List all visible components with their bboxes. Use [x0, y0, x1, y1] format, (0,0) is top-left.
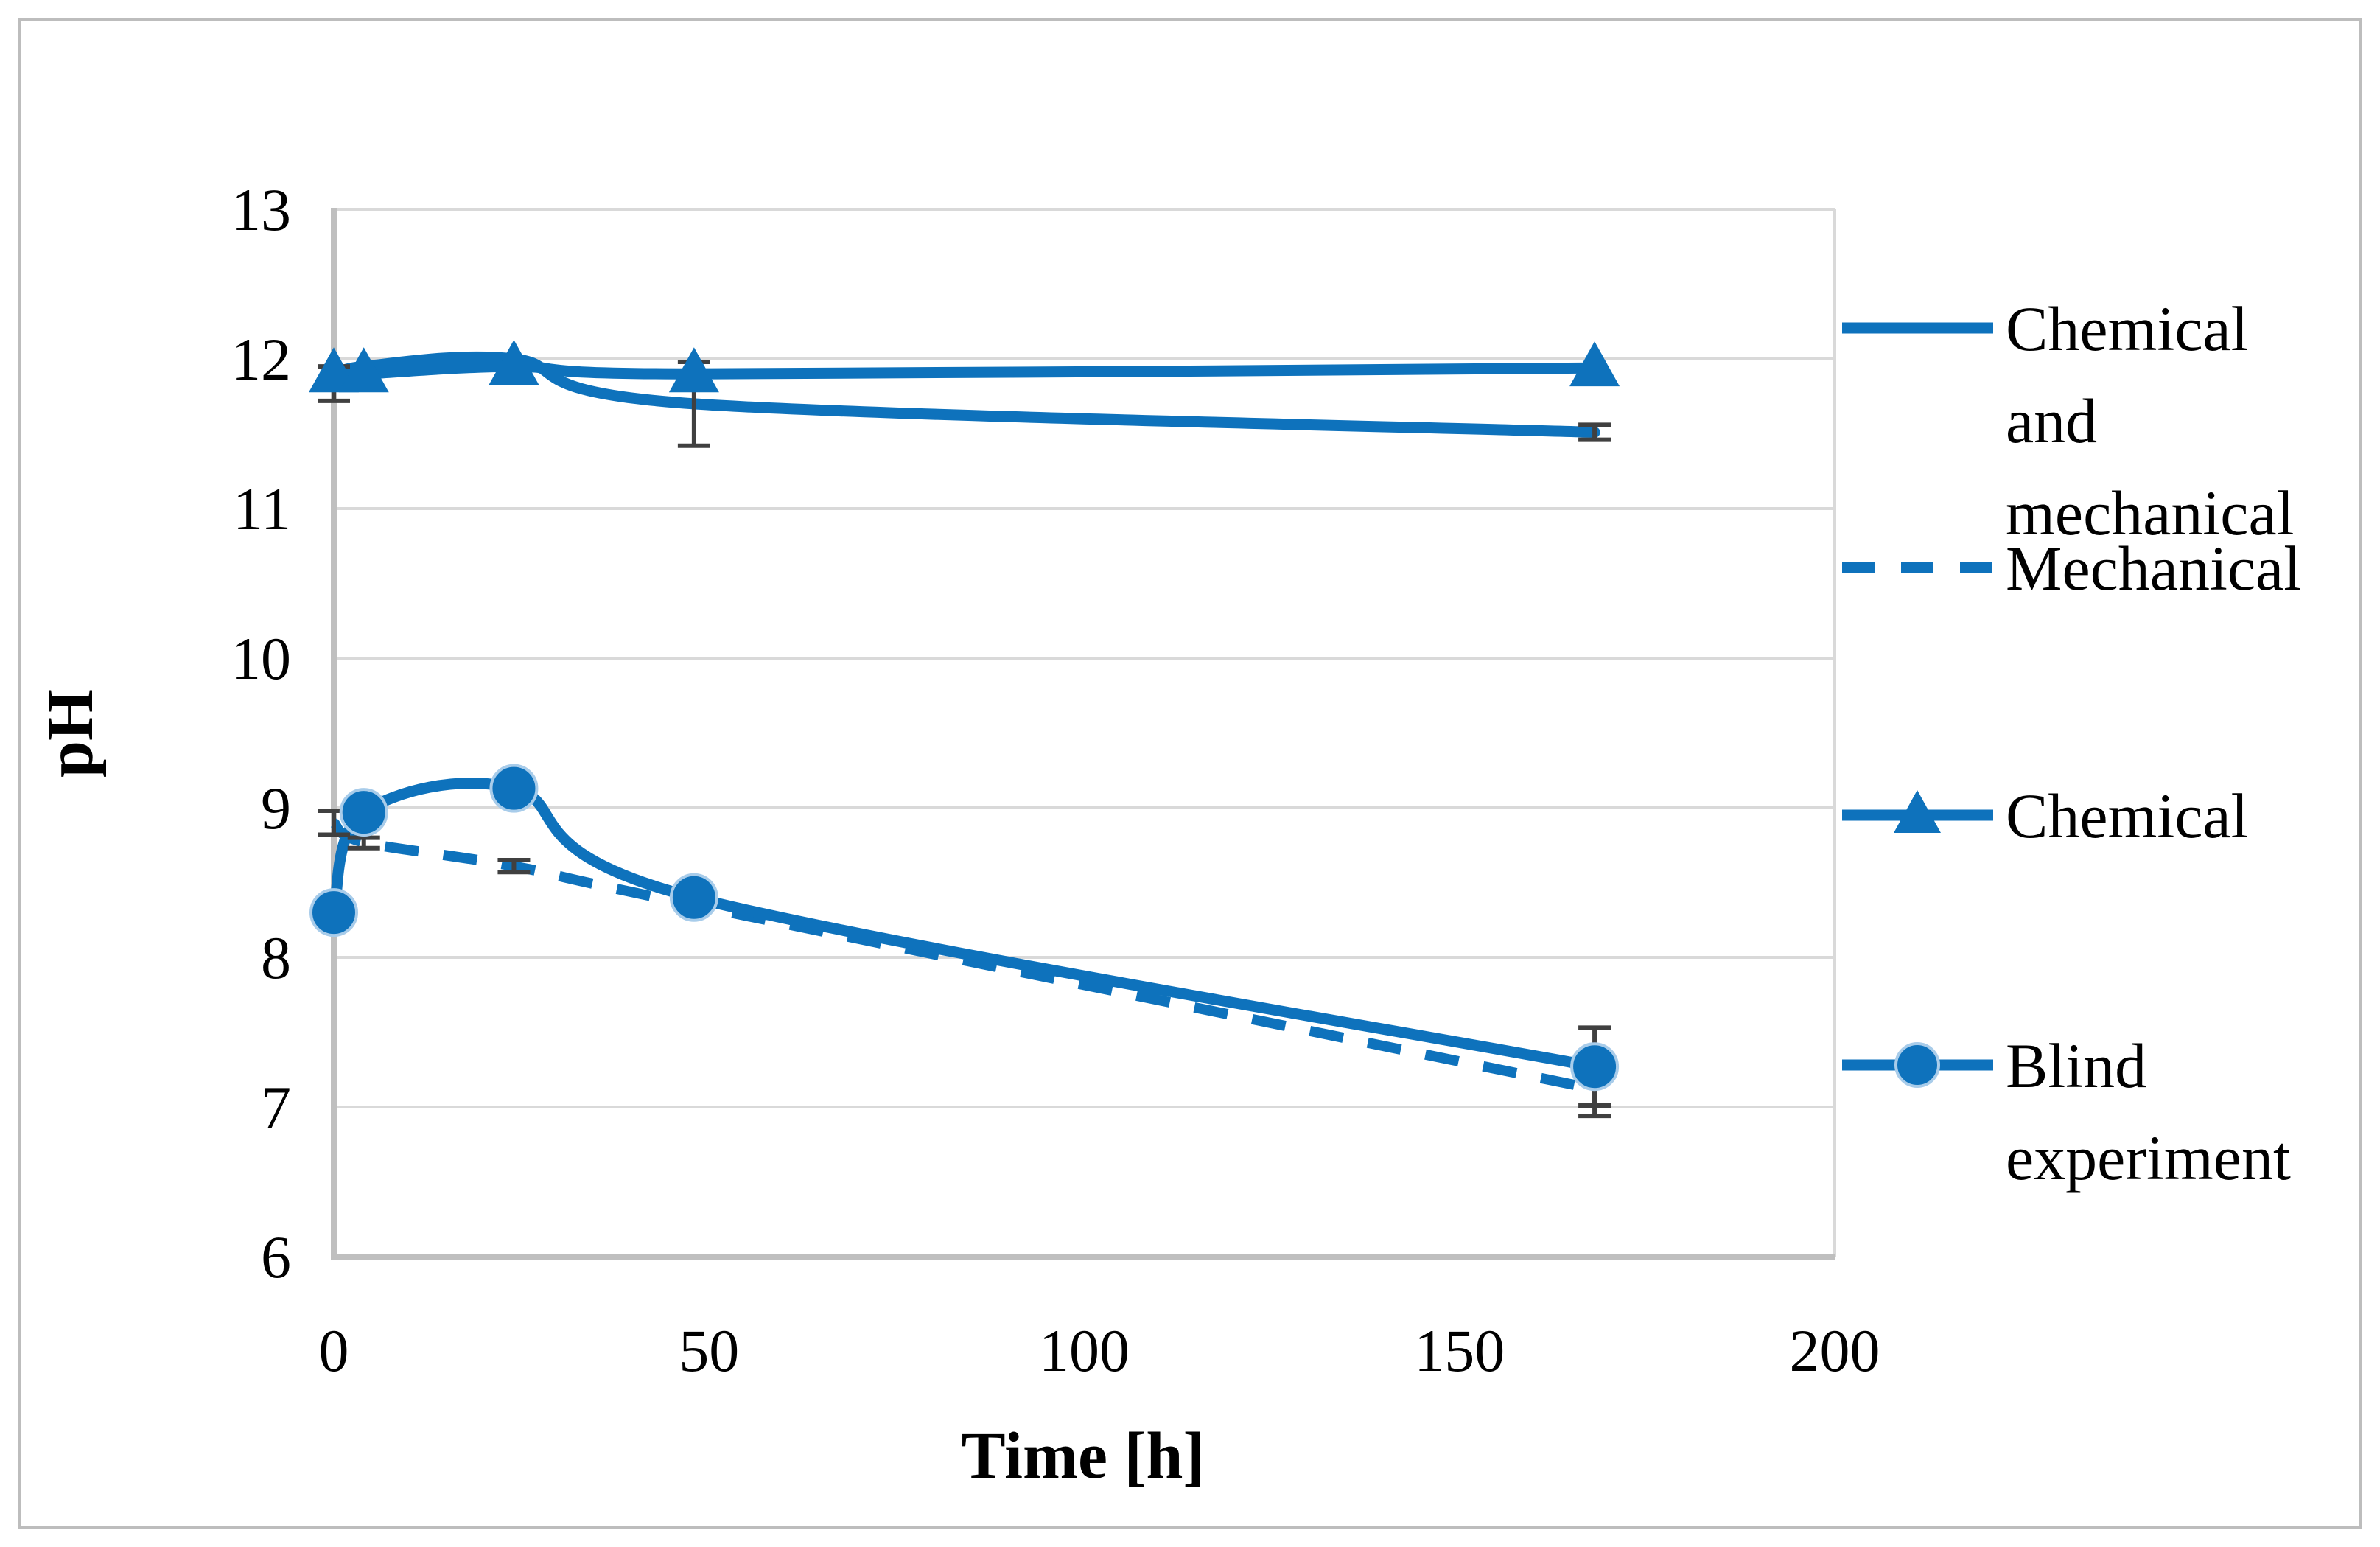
- series-line-chemical: [328, 360, 1600, 380]
- legend-label: Blind: [2006, 1030, 2146, 1101]
- triangle-marker: [338, 347, 389, 393]
- error-bar-chemical-and-mechanical-x168: [1578, 422, 1611, 442]
- legend-label: Chemical: [2006, 781, 2249, 851]
- legend-entry-mechanical: Mechanical: [1842, 533, 2301, 604]
- legend-triangle-marker: [1894, 790, 1941, 833]
- series-markers: [309, 340, 1620, 1092]
- y-axis-title: pH: [34, 689, 107, 778]
- series-line-mechanical: [330, 818, 1596, 1094]
- gridlines: [334, 208, 1836, 1258]
- y-tick-label: 12: [231, 326, 291, 393]
- y-tick-label: 7: [261, 1074, 291, 1141]
- x-tick-label: 200: [1790, 1317, 1880, 1384]
- y-tick-label: 10: [231, 625, 291, 692]
- legend-label: mechanical: [2006, 478, 2295, 548]
- circle-marker: [1570, 1042, 1620, 1092]
- figure-border: [18, 18, 2362, 1529]
- triangle-marker: [668, 347, 719, 393]
- error-bar-mechanical-x24: [497, 858, 531, 875]
- x-tick-label: 0: [319, 1317, 349, 1384]
- y-tick-label: 8: [261, 924, 291, 991]
- x-tick-label: 50: [679, 1317, 739, 1384]
- triangle-marker: [489, 340, 539, 385]
- circle-marker: [489, 764, 539, 813]
- circle-marker: [339, 788, 388, 837]
- legend-label: Chemical: [2006, 293, 2249, 364]
- legend-entry-chemical: Chemical: [1842, 781, 2249, 851]
- y-tick-label: 13: [231, 176, 291, 243]
- legend-entry-blind-experiment: Blind experiment: [1842, 1030, 2291, 1193]
- triangle-marker: [1569, 341, 1620, 387]
- x-axis-title: Time [h]: [962, 1419, 1205, 1492]
- x-tick-label: 150: [1414, 1317, 1505, 1384]
- y-tick-label: 11: [233, 475, 291, 542]
- legend-label: Mechanical: [2006, 533, 2301, 604]
- x-tick-label: 100: [1039, 1317, 1130, 1384]
- legend-circle-marker: [1894, 1042, 1940, 1088]
- legend-entry-chemical-and-mechanical: Chemical and mechanical: [1842, 293, 2295, 548]
- circle-marker: [669, 873, 718, 922]
- circle-marker: [309, 888, 358, 937]
- error-bar-mechanical-x4: [347, 835, 380, 851]
- y-tick-label: 9: [261, 775, 291, 842]
- legend-label: experiment: [2006, 1122, 2291, 1193]
- legend-label: and: [2006, 385, 2097, 456]
- y-tick-label: 6: [261, 1223, 291, 1291]
- tick-labels: 6 7 8 9 10 11 12 13 0 50 100 150 200: [231, 176, 1880, 1384]
- series-line-chemical-and-mechanical: [328, 351, 1600, 438]
